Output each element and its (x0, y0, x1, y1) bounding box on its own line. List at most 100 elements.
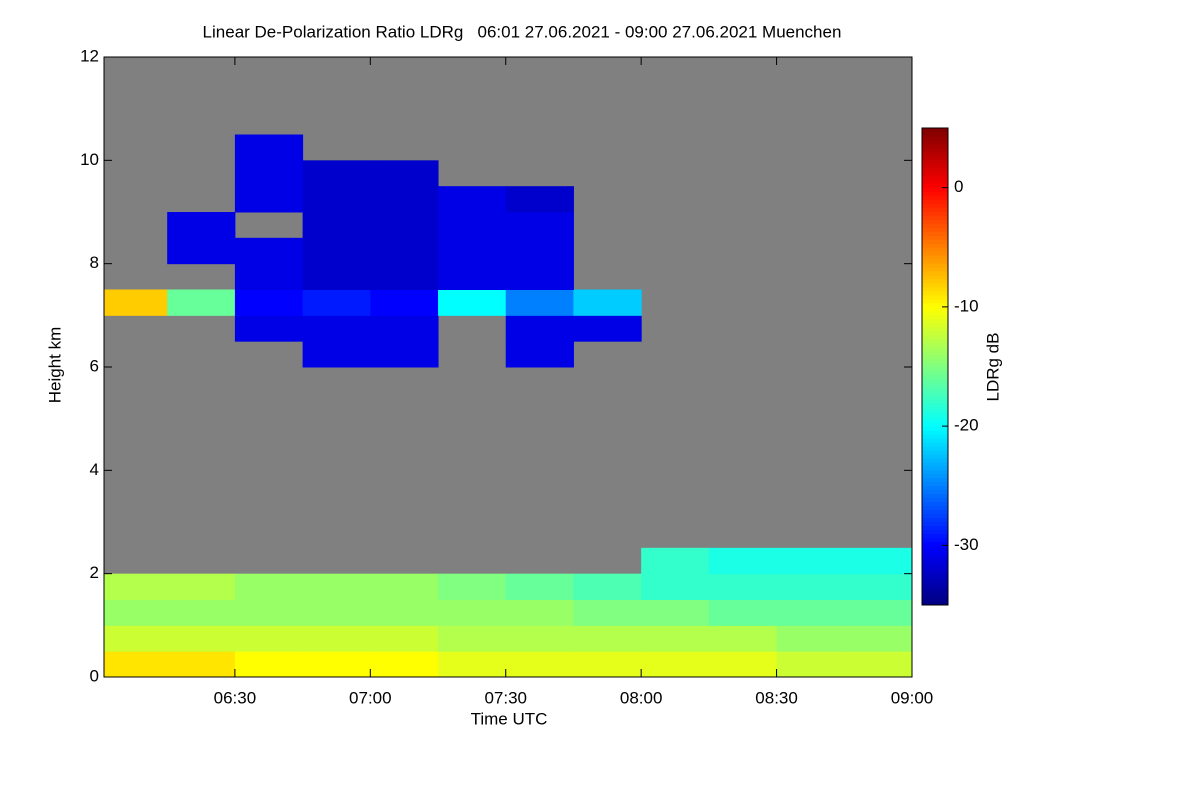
colorbar-swatch (922, 537, 948, 542)
colorbar-swatch (922, 525, 948, 530)
x-tick-label: 09:00 (891, 688, 934, 707)
cell (234, 289, 304, 316)
colorbar-tick-label: 0 (954, 177, 963, 196)
cell (234, 651, 304, 677)
colorbar-swatch (922, 322, 948, 328)
colorbar-swatch (922, 577, 948, 582)
colorbar-swatch (922, 426, 948, 431)
cell (234, 625, 304, 652)
colorbar-swatch (922, 477, 948, 483)
cell (641, 625, 710, 652)
cell (776, 547, 845, 575)
colorbar-swatch (922, 128, 948, 133)
colorbar-swatch (922, 175, 948, 181)
colorbar-swatch (922, 314, 948, 320)
colorbar-swatch (922, 561, 948, 566)
cell (104, 599, 168, 626)
colorbar-swatch (922, 187, 948, 193)
colorbar-swatch (922, 239, 948, 244)
cell (104, 573, 168, 600)
colorbar-swatch (922, 517, 948, 523)
cell (104, 289, 168, 316)
colorbar-swatch (922, 553, 948, 558)
colorbar-swatch (922, 414, 948, 419)
y-tick-label: 0 (90, 666, 99, 685)
cell (302, 186, 371, 213)
y-tick-label: 4 (90, 460, 99, 479)
colorbar-swatch (922, 453, 948, 459)
colorbar-swatch (922, 330, 948, 336)
colorbar-swatch (922, 326, 948, 332)
colorbar-swatch (922, 191, 948, 197)
cell (234, 599, 304, 626)
cell (302, 263, 371, 290)
colorbar-swatch (922, 235, 948, 240)
cell (234, 263, 304, 290)
cell (505, 315, 574, 342)
colorbar-swatch (922, 298, 948, 304)
cell (708, 625, 778, 652)
colorbar-swatch (922, 358, 948, 364)
cell (776, 599, 845, 626)
cell (234, 573, 304, 600)
colorbar-swatch (922, 143, 948, 149)
colorbar-swatch (922, 362, 948, 367)
colorbar-swatch (922, 386, 948, 391)
cell (505, 289, 574, 316)
colorbar-swatch (922, 139, 948, 145)
cell (234, 186, 304, 213)
cell (505, 212, 574, 239)
cell (776, 651, 845, 677)
cell (370, 160, 439, 187)
colorbar-swatch (922, 370, 948, 375)
chart-title: Linear De-Polarization Ratio LDRg 06:01 … (203, 22, 842, 41)
y-tick-label: 8 (90, 253, 99, 272)
colorbar-swatch (922, 465, 948, 471)
colorbar-swatch (922, 290, 948, 296)
colorbar-swatch (922, 310, 948, 316)
cell (708, 573, 778, 600)
colorbar-swatch (922, 259, 948, 264)
cell (641, 599, 710, 626)
colorbar-swatch (922, 442, 948, 447)
cell (370, 237, 439, 265)
cell (573, 573, 642, 600)
cell (573, 289, 642, 316)
colorbar-tick-label: -10 (954, 296, 979, 315)
cell (302, 212, 371, 239)
cell (302, 573, 371, 600)
colorbar-swatch (922, 589, 948, 594)
y-tick-label: 6 (90, 356, 99, 375)
colorbar-swatch (922, 318, 948, 324)
cell (505, 263, 574, 290)
colorbar-swatch (922, 223, 948, 228)
cell (234, 315, 304, 342)
cell (167, 289, 236, 316)
colorbar-tick-label: -20 (954, 416, 979, 435)
cell (776, 625, 845, 652)
colorbar-swatch (922, 183, 948, 189)
cell (844, 573, 912, 600)
colorbar-swatch (922, 581, 948, 586)
colorbar-swatch (922, 501, 948, 507)
cell (505, 186, 574, 213)
cell (302, 625, 371, 652)
cell (641, 573, 710, 600)
colorbar-swatch (922, 283, 948, 288)
colorbar-swatch (922, 541, 948, 546)
colorbar-swatch (922, 227, 948, 232)
colorbar-swatch (922, 597, 948, 602)
cell (505, 651, 574, 677)
cell (844, 599, 912, 626)
cell (370, 651, 439, 677)
colorbar-swatch (922, 469, 948, 475)
colorbar-swatch (922, 601, 948, 606)
colorbar-swatch (922, 350, 948, 356)
cell (505, 625, 574, 652)
colorbar-swatch (922, 398, 948, 403)
colorbar-swatch (922, 438, 948, 443)
colorbar-swatch (922, 430, 948, 435)
colorbar-swatch (922, 402, 948, 407)
cell (167, 625, 236, 652)
